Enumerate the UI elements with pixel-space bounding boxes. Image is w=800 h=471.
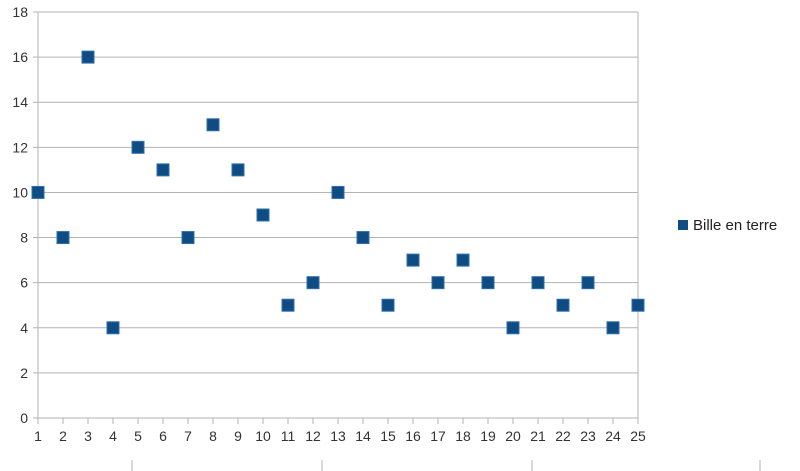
data-point	[206, 118, 220, 132]
x-tick-label: 19	[480, 428, 496, 444]
x-tick-label: 20	[505, 428, 521, 444]
x-tick-label: 5	[134, 428, 142, 444]
data-point	[306, 276, 320, 290]
x-tick-label: 16	[405, 428, 421, 444]
data-point	[506, 321, 520, 335]
x-tick-label: 12	[305, 428, 321, 444]
data-point	[406, 253, 420, 267]
x-tick-label: 1	[34, 428, 42, 444]
y-tick-label: 0	[20, 410, 28, 426]
y-tick-label: 12	[12, 139, 28, 155]
y-tick-label: 18	[12, 4, 28, 20]
x-tick-label: 9	[234, 428, 242, 444]
data-point	[56, 231, 70, 245]
grid-layer	[38, 11, 638, 419]
x-tick-label: 18	[455, 428, 471, 444]
axis-layer	[33, 11, 761, 471]
data-point	[231, 163, 245, 177]
y-tick-label: 8	[20, 230, 28, 246]
y-tick-label: 2	[20, 365, 28, 381]
y-tick-label: 6	[20, 275, 28, 291]
x-tick-label: 14	[355, 428, 371, 444]
data-point	[106, 321, 120, 335]
x-tick-label: 17	[430, 428, 446, 444]
x-tick-label: 3	[84, 428, 92, 444]
data-point	[381, 298, 395, 312]
x-tick-label: 22	[555, 428, 571, 444]
data-point	[531, 276, 545, 290]
y-tick-label: 4	[20, 320, 28, 336]
data-point	[581, 276, 595, 290]
data-point	[31, 185, 45, 199]
x-tick-label: 15	[380, 428, 396, 444]
data-point	[281, 298, 295, 312]
data-point	[331, 185, 345, 199]
x-tick-label: 11	[281, 428, 296, 444]
data-point	[456, 253, 470, 267]
legend: Bille en terre	[678, 217, 777, 234]
legend-label: Bille en terre	[693, 217, 777, 234]
data-point	[431, 276, 445, 290]
data-points	[31, 50, 645, 335]
legend-marker	[678, 220, 688, 230]
y-tick-label: 16	[12, 49, 28, 65]
data-point	[631, 298, 645, 312]
x-tick-labels: 1 2 3 4 5 6 7 8 9 10 11 12 13 14 15 16 17 18 19 20 21 22 23 24 2…	[34, 428, 646, 444]
x-tick-label: 13	[330, 428, 346, 444]
x-tick-label: 4	[109, 428, 117, 444]
data-point	[156, 163, 170, 177]
data-point	[481, 276, 495, 290]
data-point	[181, 231, 195, 245]
x-tick-label: 25	[630, 428, 646, 444]
y-tick-label: 14	[12, 94, 28, 110]
x-tick-label: 10	[255, 428, 271, 444]
data-point	[556, 298, 570, 312]
x-tick-label: 24	[605, 428, 621, 444]
x-tick-label: 7	[184, 428, 192, 444]
x-tick-label: 23	[580, 428, 596, 444]
x-tick-label: 21	[530, 428, 546, 444]
data-point	[606, 321, 620, 335]
y-tick-labels: 0 2 4 6 8 10 12 14 16 18	[12, 4, 28, 426]
data-point	[256, 208, 270, 222]
y-tick-label: 10	[12, 184, 28, 200]
data-point	[131, 140, 145, 154]
data-point	[356, 231, 370, 245]
x-tick-label: 2	[59, 428, 67, 444]
data-point	[81, 50, 95, 64]
x-tick-label: 8	[209, 428, 217, 444]
x-tick-label: 6	[159, 428, 167, 444]
